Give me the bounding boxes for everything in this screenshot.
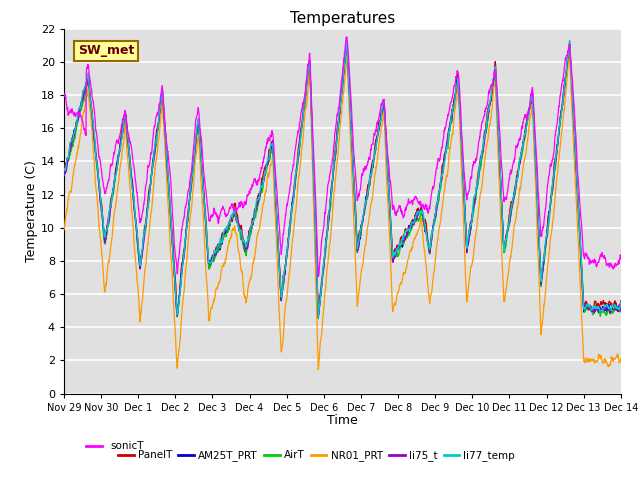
Text: SW_met: SW_met (78, 44, 134, 57)
Legend: sonicT: sonicT (82, 437, 148, 456)
X-axis label: Time: Time (327, 414, 358, 427)
Y-axis label: Temperature (C): Temperature (C) (25, 160, 38, 262)
Title: Temperatures: Temperatures (290, 11, 395, 26)
Legend: PanelT, AM25T_PRT, AirT, NR01_PRT, li75_t, li77_temp: PanelT, AM25T_PRT, AirT, NR01_PRT, li75_… (114, 446, 519, 466)
